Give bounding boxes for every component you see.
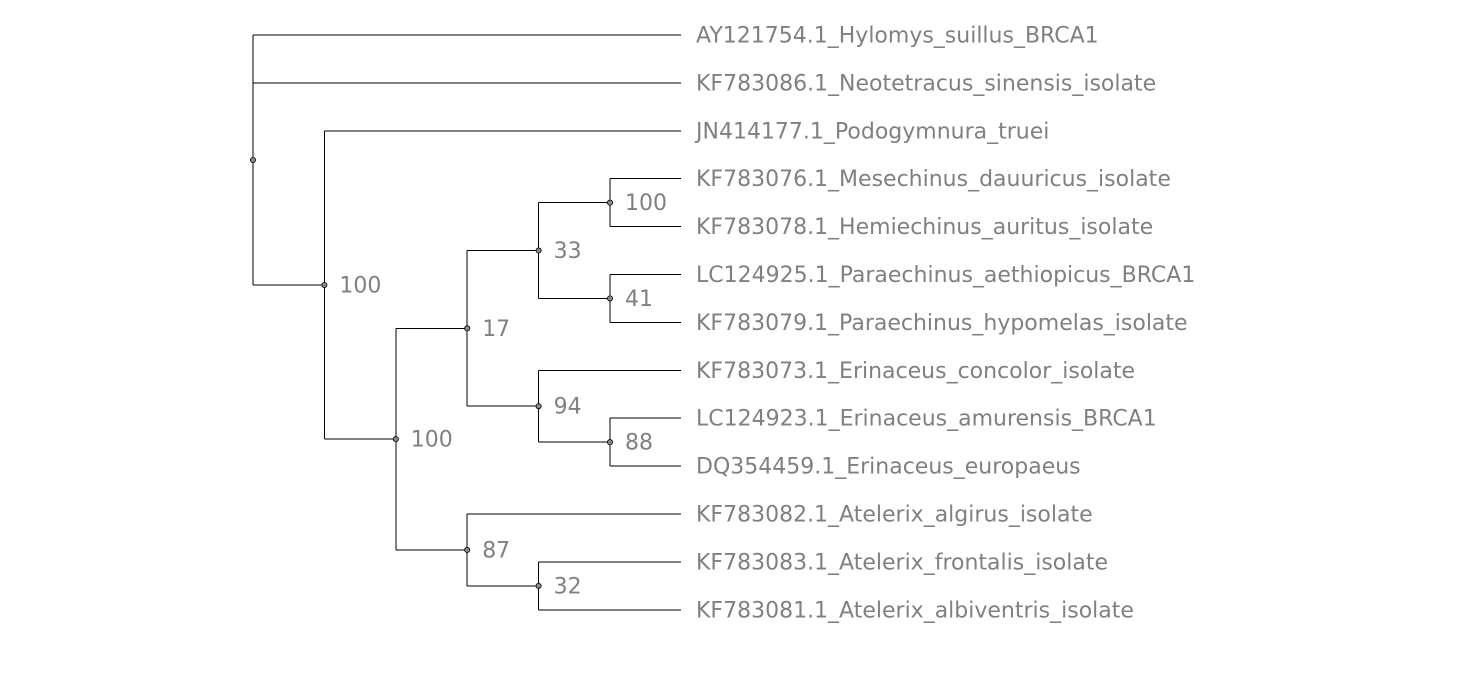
node-marker-N1 xyxy=(321,281,328,288)
leaf-label: KF783082.1_Atelerix_algirus_isolate xyxy=(696,503,1093,528)
support-value-N1: 100 xyxy=(339,273,381,298)
node-marker-N8 xyxy=(535,582,542,589)
support-value-N4: 33 xyxy=(554,239,582,264)
support-value-N3: 17 xyxy=(482,317,510,342)
leaf-label: KF783078.1_Hemiechinus_auritus_isolate xyxy=(696,215,1153,240)
node-marker-N6 xyxy=(535,403,542,410)
node-marker-N5 xyxy=(607,199,614,206)
node-marker-N4 xyxy=(535,247,542,254)
node-marker-N9 xyxy=(607,295,614,302)
support-value-N9: 41 xyxy=(625,287,653,312)
leaf-label: KF783086.1_Neotetracus_sinensis_isolate xyxy=(696,71,1156,96)
support-value-N5: 100 xyxy=(625,191,667,216)
leaf-label: KF783079.1_Paraechinus_hypomelas_isolate xyxy=(696,311,1188,336)
node-marker-N3 xyxy=(464,325,471,332)
leaf-label: DQ354459.1_Erinaceus_europaeus xyxy=(696,455,1081,480)
leaf-label: JN414177.1_Podogymnura_truei xyxy=(694,119,1049,144)
support-value-N7: 87 xyxy=(482,538,510,563)
node-marker-N7 xyxy=(464,546,471,553)
support-value-N2: 100 xyxy=(411,428,453,453)
leaf-label: KF783083.1_Atelerix_frontalis_isolate xyxy=(696,550,1108,575)
leaf-label: AY121754.1_Hylomys_suillus_BRCA1 xyxy=(696,24,1099,49)
node-marker-N0 xyxy=(249,156,256,163)
tree-branches xyxy=(252,34,681,611)
leaf-label: KF783081.1_Atelerix_albiventris_isolate xyxy=(696,598,1134,623)
leaf-label: LC124923.1_Erinaceus_amurensis_BRCA1 xyxy=(696,407,1157,432)
tree-labels: 100 100 17 33 100 41 94 88 87 32 AY121754.1_Hylomy… xyxy=(339,24,1195,624)
leaf-label: KF783073.1_Erinaceus_concolor_isolate xyxy=(696,359,1135,384)
leaf-label: LC124925.1_Paraechinus_aethiopicus_BRCA1 xyxy=(696,263,1195,288)
tree-node-markers xyxy=(249,156,614,589)
support-value-N6: 94 xyxy=(554,395,582,420)
support-value-N8: 32 xyxy=(554,574,582,599)
support-value-N10: 88 xyxy=(625,431,653,456)
leaf-label: KF783076.1_Mesechinus_dauuricus_isolate xyxy=(696,167,1171,192)
node-marker-N2 xyxy=(392,436,399,443)
node-marker-N10 xyxy=(607,439,614,446)
